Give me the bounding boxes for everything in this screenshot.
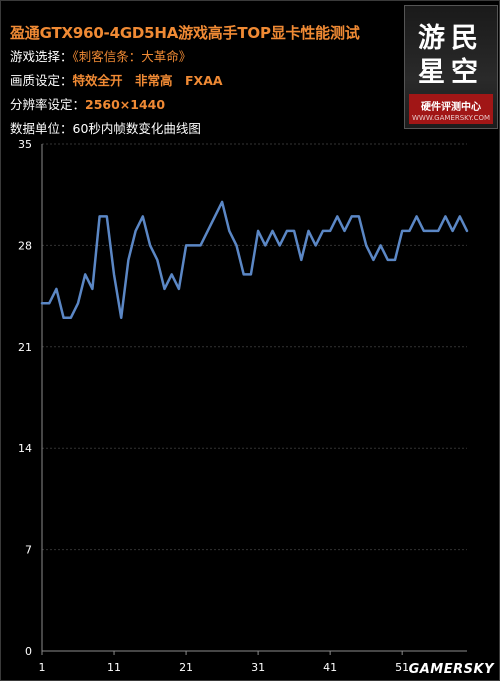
data-point-47 [372,259,375,261]
data-point-8 [91,288,94,290]
gamersky-logo: 游民 星空 硬件评测中心 WWW.GAMERSKY.COM [404,5,498,129]
info-resolution-value: 2560×1440 [85,97,166,112]
data-point-43 [343,230,346,232]
data-point-18 [163,288,166,290]
data-point-20 [178,288,180,290]
data-point-38 [307,230,310,232]
data-point-29 [242,273,245,276]
data-point-10 [106,215,108,218]
data-point-60 [466,230,468,232]
x-tick-label-51: 51 [395,661,409,674]
y-tick-label-7: 7 [25,544,32,557]
data-point-46 [365,244,367,247]
logo-badge-url: WWW.GAMERSKY.COM [411,114,491,122]
info-quality-value: 特效全开 非常高 FXAA [72,73,223,88]
data-point-31 [257,230,259,232]
data-point-57 [444,215,447,218]
data-point-1 [41,302,43,305]
info-game: 游戏选择：《刺客信条：大革命》 [10,46,191,65]
data-point-52 [408,230,411,232]
logo-text-row2: 星空 [418,57,484,88]
data-point-7 [84,273,87,276]
data-point-39 [314,244,317,247]
data-point-41 [329,230,331,232]
data-point-27 [228,230,231,232]
data-point-35 [286,230,288,232]
data-point-36 [293,230,295,232]
data-point-12 [120,317,123,319]
data-point-11 [113,273,115,276]
data-point-24 [206,230,209,232]
data-point-6 [77,302,79,305]
data-point-33 [271,230,274,232]
data-point-26 [221,201,223,203]
data-point-48 [379,244,382,247]
data-point-40 [322,230,324,232]
data-point-23 [199,244,202,247]
data-point-21 [185,244,187,247]
y-tick-label-14: 14 [18,442,32,455]
x-tick-label-41: 41 [323,661,337,674]
info-resolution: 分辨率设定：2560×1440 [10,94,165,113]
data-point-44 [350,215,353,218]
data-point-50 [394,259,396,261]
data-point-2 [48,302,51,305]
info-unit: 数据单位：60秒内帧数变化曲线图 [10,118,201,137]
data-point-51 [401,230,403,232]
logo-badge-title: 硬件评测中心 [421,102,481,113]
x-tick-label-11: 11 [107,661,121,674]
logo-text-row1: 游民 [418,23,484,54]
data-point-45 [358,215,360,218]
series-line-0 [40,200,469,320]
data-point-13 [127,259,130,261]
data-point-4 [62,317,65,319]
data-point-59 [458,215,461,218]
data-point-49 [386,259,389,261]
x-tick-label-31: 31 [251,661,265,674]
data-point-54 [422,230,425,232]
data-point-25 [214,215,216,218]
data-point-58 [451,230,454,232]
data-point-42 [336,215,339,218]
data-point-37 [300,259,303,261]
data-point-22 [192,244,195,247]
data-point-19 [170,273,173,276]
data-point-9 [98,215,101,218]
logo-badge: 硬件评测中心 WWW.GAMERSKY.COM [409,94,493,124]
info-resolution-label: 分辨率设定： [10,97,86,112]
data-point-28 [235,244,238,247]
chart-title: 盈通GTX960-4GD5HA游戏高手TOP显卡性能测试 [10,24,360,42]
info-quality-label: 画质设定： [10,73,73,88]
x-tick-label-21: 21 [179,661,193,674]
data-point-56 [437,230,439,232]
data-point-30 [250,273,252,276]
data-point-32 [264,244,267,247]
info-game-value: 《刺客信条：大革命》 [72,49,192,64]
data-point-34 [278,244,281,247]
y-tick-label-35: 35 [18,138,32,151]
data-point-3 [55,288,58,290]
data-point-16 [149,244,151,247]
info-game-label: 游戏选择： [10,49,73,64]
data-point-14 [134,230,137,232]
y-tick-label-21: 21 [18,341,32,354]
y-tick-label-28: 28 [18,239,32,252]
data-point-55 [430,230,432,232]
info-unit-label: 数据单位： [10,121,73,136]
info-unit-value: 60秒内帧数变化曲线图 [72,121,201,136]
info-quality: 画质设定：特效全开 非常高 FXAA [10,70,223,89]
gamersky-watermark: GAMERSKY [408,662,494,677]
data-point-15 [142,215,144,218]
data-point-53 [415,215,418,218]
data-point-5 [70,317,72,319]
x-tick-label-1: 1 [39,661,46,674]
y-tick-label-0: 0 [25,645,32,658]
data-point-17 [156,259,159,261]
